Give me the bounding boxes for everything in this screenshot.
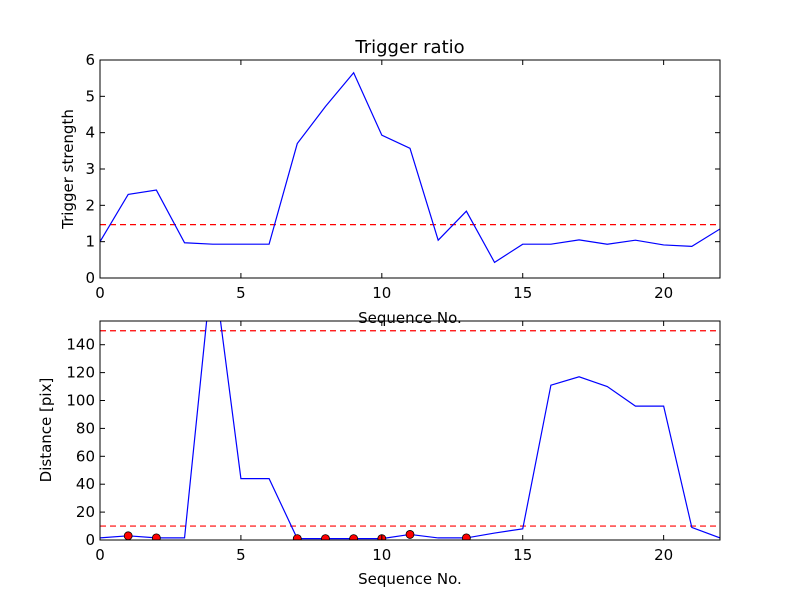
distance-panel: Sequence No. Distance [pix] 0 5 10 15 20 0 20 4…: [37, 320, 721, 588]
distance-axes-frame: [99, 320, 721, 541]
chart-title: Trigger ratio: [354, 37, 464, 58]
distance-data-point: [292, 534, 302, 540]
trigger-y-tick-label: 0: [85, 269, 95, 287]
distance-x-tick-label: 20: [654, 546, 673, 564]
trigger-x-tick-label: 20: [654, 284, 673, 302]
trigger-plot-area: [100, 71, 720, 264]
distance-x-tick-label: 10: [372, 546, 391, 564]
trigger-x-tick-label: 0: [95, 284, 105, 302]
trigger-ratio-panel: Trigger ratio Sequence No. Trigger stren…: [59, 37, 721, 327]
trigger-y-tick-label: 1: [85, 233, 95, 251]
distance-y-axis-label: Distance [pix]: [37, 378, 55, 483]
distance-y-tick-label: 140: [66, 336, 95, 354]
trigger-series-line: [100, 71, 720, 264]
trigger-x-tick-label: 10: [372, 284, 391, 302]
trigger-y-tick-label: 4: [85, 124, 95, 142]
distance-data-point: [321, 534, 330, 540]
distance-y-tick-label: 100: [66, 392, 95, 410]
distance-data-point: [461, 533, 471, 540]
distance-x-tick-label: 15: [513, 546, 532, 564]
trigger-y-tick-label: 3: [85, 160, 95, 178]
distance-x-tick-label: 0: [95, 546, 105, 564]
trigger-y-tick-label: 2: [85, 196, 95, 214]
trigger-y-tick-label: 6: [85, 51, 95, 69]
distance-x-tick-label: 5: [236, 546, 246, 564]
distance-data-point: [123, 531, 133, 540]
distance-y-tick-label: 20: [76, 503, 95, 521]
trigger-x-axis-label: Sequence No.: [358, 309, 462, 327]
distance-y-tick-label: 80: [76, 419, 95, 437]
distance-y-tick-label: 60: [76, 447, 95, 465]
distance-y-tick-label: 0: [85, 531, 95, 549]
distance-series-line: [100, 321, 720, 540]
distance-data-point: [405, 530, 415, 539]
trigger-y-axis-label: Trigger strength: [59, 109, 77, 230]
distance-data-point: [349, 534, 359, 540]
distance-data-point: [151, 533, 161, 540]
trigger-y-tick-label: 5: [85, 87, 95, 105]
trigger-axes-frame: [99, 59, 721, 279]
trigger-x-tick-label: 15: [513, 284, 532, 302]
trigger-x-tick-label: 5: [236, 284, 246, 302]
distance-plot-area: [100, 321, 720, 540]
distance-x-axis-label: Sequence No.: [358, 570, 462, 588]
distance-y-tick-label: 40: [76, 475, 95, 493]
distance-y-tick-label: 120: [66, 364, 95, 382]
